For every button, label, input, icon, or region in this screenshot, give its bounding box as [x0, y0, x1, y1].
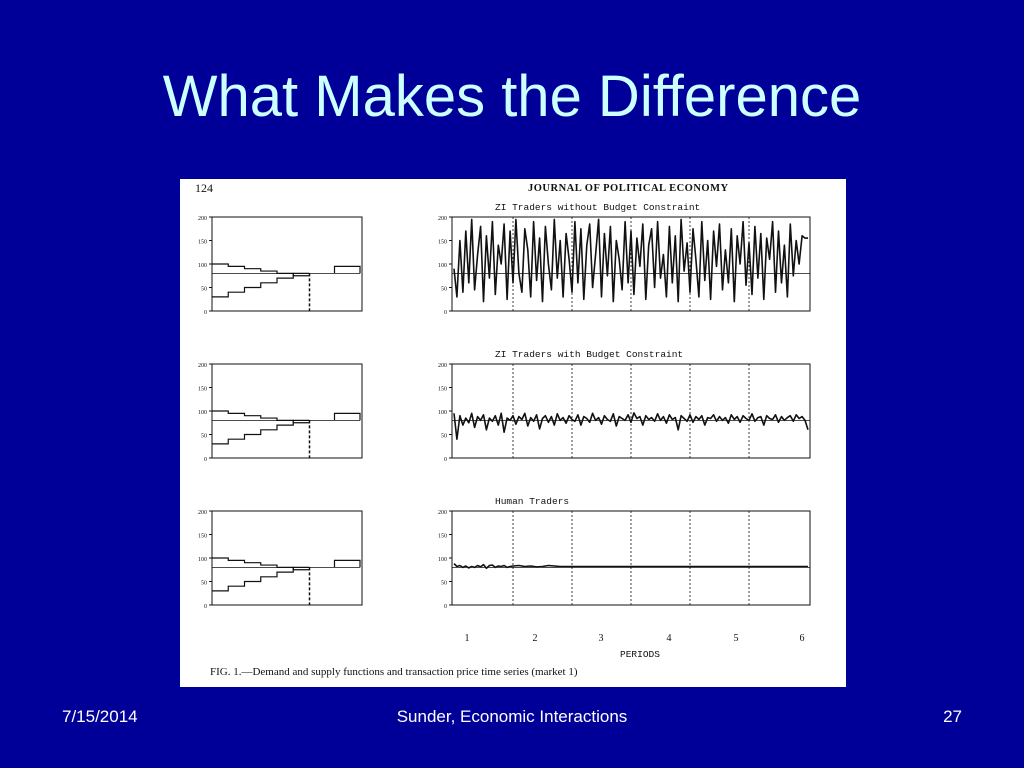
sd-residual-step: [333, 412, 361, 421]
sd-y-tick-label: 150: [198, 534, 207, 540]
supply-curve: [212, 566, 310, 592]
price-series-2: [453, 412, 809, 440]
sd-y-tick-label: 100: [198, 557, 207, 563]
ts-panel-frame-3: [451, 510, 811, 606]
sd-y-tick-label: 200: [198, 363, 207, 369]
sd-residual-step: [333, 265, 361, 274]
ts-y-tick-label: 100: [438, 263, 447, 269]
x-axis-label: PERIODS: [620, 649, 660, 660]
sd-panel-frame-1: [211, 216, 363, 312]
sd-y-tick-label: 100: [198, 410, 207, 416]
supply-curve: [212, 272, 310, 298]
sd-y-tick-label: 150: [198, 387, 207, 393]
sd-y-tick-label: 0: [204, 604, 207, 610]
panels-group: 200 150 100 50 0 200 150 100 50 0 200 150 100 50 0 200 1…: [198, 216, 811, 610]
figure-canvas: 124 JOURNAL OF POLITICAL ECONOMY ZI Trad…: [195, 181, 811, 678]
ts-y-tick-label: 0: [444, 457, 447, 463]
ts-y-tick-label: 100: [438, 410, 447, 416]
footer-center: Sunder, Economic Interactions: [396, 707, 628, 726]
ts-y-tick-label: 200: [438, 510, 447, 516]
ts-y-tick-label: 100: [438, 557, 447, 563]
sd-panel-frame-3: [211, 510, 363, 606]
ts-y-tick-label: 50: [441, 581, 447, 587]
sd-y-tick-label: 100: [198, 263, 207, 269]
sd-y-tick-label: 0: [204, 310, 207, 316]
journal-page-number: 124: [195, 181, 213, 195]
sd-y-tick-label: 0: [204, 457, 207, 463]
x-tick-5: 5: [734, 633, 739, 644]
footer-date: 7/15/2014: [62, 707, 138, 726]
panel-label-1: ZI Traders without Budget Constraint: [495, 202, 700, 213]
ts-y-tick-label: 0: [444, 310, 447, 316]
ts-y-tick-label: 50: [441, 287, 447, 293]
ts-y-tick-label: 150: [438, 534, 447, 540]
sd-y-tick-label: 50: [201, 434, 207, 440]
price-series-1: [453, 218, 808, 303]
supply-curve: [212, 419, 310, 445]
x-tick-2: 2: [533, 633, 538, 644]
sd-panel-frame-2: [211, 363, 363, 459]
sd-y-tick-label: 50: [201, 287, 207, 293]
sd-y-tick-label: 50: [201, 581, 207, 587]
ts-panel-frame-2: [451, 363, 811, 459]
ts-y-tick-label: 0: [444, 604, 447, 610]
price-series-3: [453, 563, 808, 570]
journal-figure: 124 JOURNAL OF POLITICAL ECONOMY ZI Trad…: [180, 179, 846, 687]
ts-y-tick-label: 200: [438, 216, 447, 222]
ts-y-tick-label: 150: [438, 240, 447, 246]
sd-y-tick-label: 200: [198, 216, 207, 222]
sd-y-tick-label: 200: [198, 510, 207, 516]
sd-residual-step: [333, 559, 361, 568]
figure-caption: FIG. 1.—Demand and supply functions and …: [210, 666, 578, 678]
x-tick-4: 4: [667, 633, 672, 644]
x-tick-6: 6: [800, 633, 805, 644]
page-number: 27: [943, 707, 962, 726]
ts-y-tick-label: 150: [438, 387, 447, 393]
ts-y-tick-label: 200: [438, 363, 447, 369]
panel-label-3: Human Traders: [495, 496, 569, 507]
x-tick-3: 3: [599, 633, 604, 644]
ts-y-tick-label: 50: [441, 434, 447, 440]
slide-title: What Makes the Difference: [162, 64, 862, 129]
sd-y-tick-label: 150: [198, 240, 207, 246]
x-tick-1: 1: [465, 633, 470, 644]
journal-name: JOURNAL OF POLITICAL ECONOMY: [528, 183, 729, 194]
panel-label-2: ZI Traders with Budget Constraint: [495, 349, 683, 360]
